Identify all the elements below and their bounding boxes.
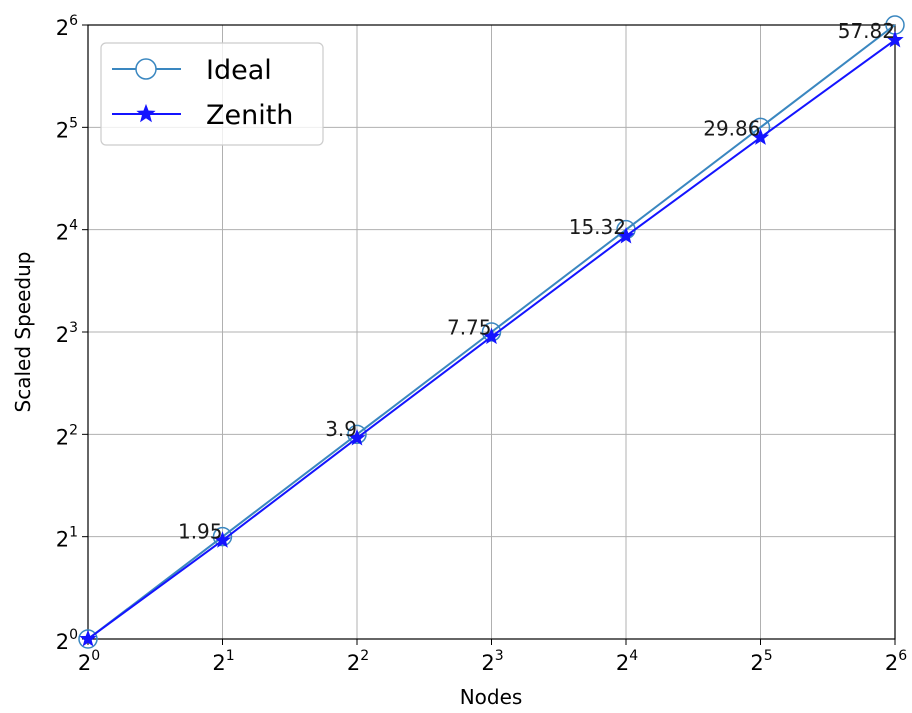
- y-tick-label: 25: [56, 115, 78, 142]
- data-label: 3.9: [325, 417, 357, 441]
- legend: Ideal Zenith: [100, 42, 324, 146]
- data-label: 15.32: [569, 215, 626, 239]
- x-tick-label: 21: [212, 648, 234, 675]
- data-labels: 1.95 3.9 7.75 15.32 29.86 57.82: [178, 19, 895, 543]
- x-tick-label: 20: [78, 648, 100, 675]
- y-tick-label: 23: [56, 320, 78, 347]
- x-tick-label: 22: [347, 648, 369, 675]
- data-point: [481, 322, 502, 342]
- x-axis-label: Nodes: [460, 685, 523, 709]
- x-tick-label: 24: [616, 648, 638, 675]
- data-point: [347, 424, 367, 445]
- data-point: [617, 226, 635, 244]
- y-axis-label: Scaled Speedup: [11, 252, 35, 413]
- axis-ticks: 20 21 22 23 24 25 26 20 21 22 23 24 25 26: [56, 13, 908, 675]
- y-tick-label: 24: [56, 218, 78, 245]
- x-tick-label: 25: [750, 648, 772, 675]
- series: [78, 15, 905, 649]
- data-point: [213, 531, 232, 548]
- y-tick-label: 21: [56, 525, 78, 552]
- legend-label: Ideal: [206, 55, 272, 86]
- legend-marker: [136, 103, 156, 123]
- data-label: 1.95: [178, 519, 223, 543]
- x-tick-label: 23: [481, 648, 503, 675]
- y-tick-label: 20: [56, 627, 78, 654]
- y-tick-label: 22: [56, 422, 78, 449]
- series-zenith: [79, 30, 904, 647]
- data-point: [482, 327, 501, 345]
- data-point: [751, 128, 770, 145]
- legend-item-ideal: Ideal: [112, 55, 272, 86]
- legend-marker: [135, 58, 157, 80]
- data-label: 57.82: [838, 19, 895, 43]
- data-point: [886, 30, 904, 48]
- x-tick-label: 26: [885, 648, 907, 675]
- data-point: [212, 526, 233, 547]
- legend-item-zenith: Zenith: [112, 100, 293, 131]
- data-point: [79, 629, 97, 647]
- data-label: 29.86: [703, 117, 760, 141]
- data-point: [348, 428, 366, 446]
- data-label: 7.75: [447, 316, 492, 340]
- legend-label: Zenith: [206, 100, 293, 131]
- y-tick-label: 26: [56, 13, 78, 40]
